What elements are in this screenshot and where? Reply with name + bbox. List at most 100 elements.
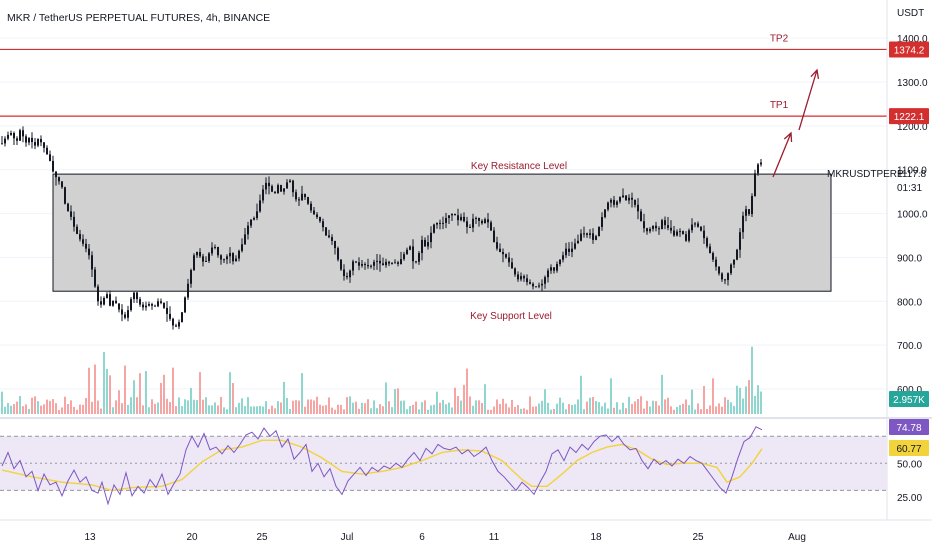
volume-bar: [658, 405, 660, 414]
candle-body: [154, 305, 156, 307]
volume-bar: [436, 391, 438, 414]
candle-body: [112, 300, 114, 306]
rsi-tick-label: 50.00: [897, 459, 922, 470]
candle-body: [652, 225, 654, 229]
time-tick-label: 13: [84, 532, 96, 543]
candle-body: [337, 248, 339, 260]
volume-bar: [256, 406, 258, 414]
volume-bar: [592, 397, 594, 414]
candle-body: [268, 182, 270, 187]
candle-body: [106, 294, 108, 299]
candle-body: [217, 247, 219, 256]
volume-bar: [205, 397, 207, 414]
candle-body: [229, 253, 231, 257]
candle-body: [64, 187, 66, 204]
candle-body: [304, 193, 306, 198]
volume-bar: [490, 409, 492, 414]
candle-body: [448, 215, 450, 218]
candle-body: [613, 199, 615, 205]
symbol-title[interactable]: MKR / TetherUS PERPETUAL FUTURES, 4h, BI…: [7, 12, 270, 24]
arrow-to-tp2[interactable]: [798, 69, 818, 131]
price-axis[interactable]: 1400.0 1300.0 1200.0 1100.0 1000.0 900.0 800.0…: [897, 34, 928, 396]
volume-bar: [151, 399, 153, 414]
volume-bar: [229, 372, 231, 414]
candle-body: [103, 298, 105, 305]
volume-bar: [646, 400, 648, 414]
volume-bar: [64, 396, 66, 414]
volume-bar: [121, 403, 123, 414]
volume-bar: [586, 401, 588, 414]
arrow-to-tp2-head: [810, 68, 820, 79]
volume-bar: [616, 402, 618, 414]
candle-body: [742, 215, 744, 233]
candle-body: [118, 303, 120, 310]
volume-bar: [499, 403, 501, 414]
volume-bar: [613, 407, 615, 414]
candle-body: [97, 286, 99, 302]
candle-body: [616, 201, 618, 205]
candle-body: [388, 261, 390, 264]
volume-bar: [655, 401, 657, 414]
volume-bar: [703, 385, 705, 414]
rsi-axis[interactable]: 50.00 25.00: [897, 459, 922, 504]
candle-body: [685, 234, 687, 241]
key-level-zone[interactable]: [52, 173, 832, 292]
candle-body: [574, 243, 576, 249]
arrow-to-tp1[interactable]: [772, 132, 792, 178]
candle-body: [505, 254, 507, 258]
volume-bar: [403, 400, 405, 414]
volume-bar: [412, 404, 414, 414]
candle-body: [376, 260, 378, 262]
candle-body: [409, 246, 411, 250]
candle-body: [43, 142, 45, 148]
volume-bar: [277, 401, 279, 414]
volume-bar: [22, 406, 24, 414]
candle-body: [649, 228, 651, 232]
candle-body: [412, 246, 414, 262]
rsi-ma-value-badge: 60.77: [889, 440, 929, 456]
volume-bar: [598, 402, 600, 414]
candle-body: [34, 142, 36, 146]
volume-bar: [289, 408, 291, 414]
volume-bar: [448, 402, 450, 414]
time-axis[interactable]: 13 20 25 Jul 6 11 18 25 Aug: [84, 532, 805, 543]
candle-body: [688, 230, 690, 241]
volume-bar: [184, 399, 186, 414]
candle-body: [679, 231, 681, 233]
volume-bar: [43, 404, 45, 414]
candle-body: [520, 276, 522, 280]
volume-bar: [637, 399, 639, 414]
volume-bar: [400, 400, 402, 414]
candle-body: [163, 302, 165, 308]
volume-bar: [571, 404, 573, 414]
target-level-lines[interactable]: [0, 48, 887, 117]
volume-bar: [79, 404, 81, 414]
candle-body: [544, 277, 546, 284]
volume-bar: [502, 398, 504, 414]
candle-body: [145, 305, 147, 308]
candle-body: [556, 264, 558, 271]
volume-bar: [337, 404, 339, 414]
candle-body: [559, 259, 561, 265]
volume-bar: [358, 408, 360, 414]
candle-body: [40, 139, 42, 143]
price-tick-label: 1100.0: [897, 166, 927, 177]
candle-body: [142, 304, 144, 308]
volume-bar: [325, 405, 327, 414]
time-tick-label: 25: [692, 532, 704, 543]
volume-bar: [367, 399, 369, 414]
volume-bar: [283, 381, 285, 414]
candle-body: [484, 219, 486, 224]
target-arrows[interactable]: [772, 68, 820, 178]
volume-bar: [385, 382, 387, 414]
volume-bar: [16, 401, 18, 414]
volume-bar: [514, 406, 516, 414]
candle-body: [481, 220, 483, 224]
candle-body: [625, 195, 627, 201]
candle-body: [184, 297, 186, 313]
candle-body: [610, 199, 612, 203]
volume-bar: [529, 396, 531, 414]
volume-bar: [265, 401, 267, 414]
candle-body: [565, 248, 567, 256]
